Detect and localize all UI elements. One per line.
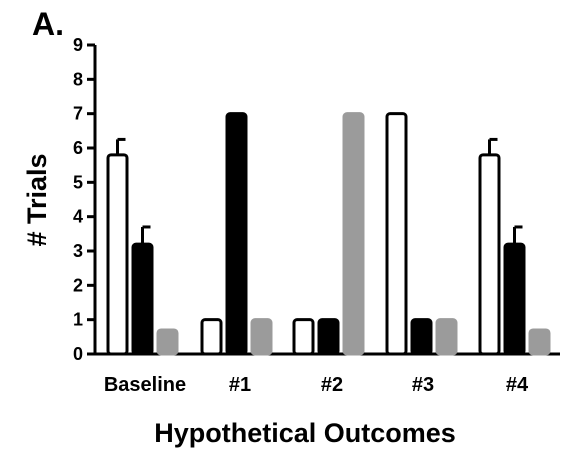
- bar-gray: [528, 328, 551, 356]
- bar-black: [410, 318, 433, 356]
- bar-gray: [342, 112, 365, 356]
- panel-label: A.: [32, 6, 64, 42]
- category-label: #4: [506, 374, 529, 396]
- y-tick-label: 3: [73, 241, 83, 261]
- y-tick-label: 5: [73, 172, 83, 192]
- y-tick-label: 8: [73, 69, 83, 89]
- category-label: #2: [321, 374, 343, 396]
- bar-white: [200, 318, 223, 356]
- bar-gray: [250, 318, 273, 356]
- bar-white: [478, 153, 501, 356]
- bar-gray: [435, 318, 458, 356]
- bar-gray: [156, 328, 179, 356]
- bar-white: [106, 153, 129, 356]
- y-tick-label: 9: [73, 35, 83, 55]
- category-label: Baseline: [104, 374, 186, 396]
- y-tick-label: 4: [73, 207, 83, 227]
- bar-white: [292, 318, 315, 356]
- bar-black: [131, 242, 154, 356]
- y-tick-label: 0: [73, 344, 83, 364]
- y-tick-label: 7: [73, 104, 83, 124]
- category-label: #3: [412, 374, 434, 396]
- y-tick-label: 2: [73, 275, 83, 295]
- bar-black: [225, 112, 248, 356]
- bar-black: [317, 318, 340, 356]
- category-label: #1: [229, 374, 251, 396]
- bar-black: [503, 242, 526, 356]
- y-tick-label: 6: [73, 138, 83, 158]
- y-tick-label: 1: [73, 310, 83, 330]
- x-axis-title: Hypothetical Outcomes: [154, 418, 456, 448]
- y-axis-title: # Trials: [22, 153, 52, 246]
- bar-white: [385, 112, 408, 356]
- plot-area: 0 1 2 3 4 5 6 7 8 9 Baseline #1 #2 #3 #4: [73, 35, 560, 396]
